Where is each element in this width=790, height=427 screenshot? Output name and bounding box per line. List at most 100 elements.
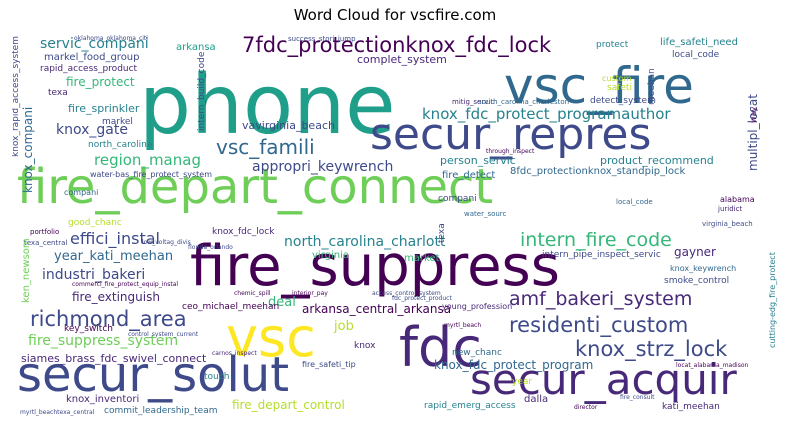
word-54: ceo_michael_meehan	[182, 302, 280, 312]
word-84: success_stori_jump	[288, 35, 356, 43]
word-9: 7fdc_protectionknox_fdc_lock	[242, 33, 552, 57]
word-29: fire_depart_control	[232, 398, 345, 412]
word-61: knox_inventori	[66, 394, 140, 405]
word-91: commerci_fire_protect_equip_instal	[72, 281, 179, 288]
word-89: low_voltag_divis	[142, 239, 191, 246]
word-110: way	[749, 106, 758, 123]
word-5: vsc	[226, 306, 316, 369]
word-50: knox_keywrench	[670, 264, 737, 273]
word-49: intern_pipe_inspect_servic	[542, 250, 661, 260]
word-53: young_profession	[442, 302, 513, 311]
word-100: fire_consult	[620, 394, 655, 401]
word-90: florida_orlando	[188, 244, 233, 251]
word-77: texa_central	[24, 239, 68, 247]
word-66: touch	[204, 372, 230, 382]
word-19: appropri_keywrench	[252, 159, 394, 175]
word-15: vsc_famili	[216, 135, 315, 159]
word-55: key_switch	[64, 324, 113, 334]
word-39: vavirginia_beach	[242, 119, 335, 132]
word-65: dalla	[524, 394, 549, 405]
word-85: oklahoma_oklahoma_citi	[74, 35, 148, 42]
word-108: ken_newsom	[21, 238, 32, 303]
word-63: rapid_emerg_access	[424, 401, 516, 411]
word-35: rapid_access_product	[40, 64, 138, 74]
word-99: myrtl_beachtexa_central	[20, 409, 95, 416]
word-4: secur_repres	[370, 109, 652, 160]
word-23: year_kati_meehan	[54, 249, 174, 264]
word-59: compani	[438, 194, 477, 204]
word-80: juridict	[718, 205, 743, 213]
word-28: knox_fdc_protect_program	[434, 358, 594, 372]
word-98: control_system_current	[128, 331, 199, 338]
word-70: custom	[602, 74, 632, 83]
word-33: job	[334, 319, 354, 334]
word-95: fdc_protect_product	[392, 295, 452, 302]
word-18: region_manag	[94, 151, 201, 169]
word-75: knox	[354, 341, 376, 351]
word-40: complet_system	[357, 53, 447, 66]
word-92: chemic_spill	[234, 290, 271, 297]
word-102: director	[574, 404, 598, 411]
word-41: life_safeti_need	[660, 37, 738, 48]
word-43: person_servic	[440, 154, 516, 167]
word-34: markel_food_group	[44, 52, 140, 63]
word-111: texa	[437, 223, 447, 243]
word-81: virginia_beach	[702, 220, 753, 228]
word-20: effici_instal	[70, 229, 160, 248]
word-3: vsc_fire	[504, 57, 694, 115]
word-107: intern_build_code	[197, 51, 207, 131]
word-25: knox_gate	[56, 122, 128, 138]
word-57: virginia	[312, 250, 350, 261]
word-71: detect_system	[590, 96, 656, 106]
word-11: knox_strz_lock	[575, 337, 728, 361]
word-73: year	[512, 377, 533, 387]
word-83: water_sourc	[464, 210, 507, 218]
word-cloud-canvas: phone fire_depart_connect fire_suppress vsc…	[12, 33, 778, 416]
word-38: fire_sprinkler	[68, 102, 140, 115]
word-94: access_control_system	[372, 290, 441, 297]
word-7: secur_solut	[17, 347, 290, 403]
word-101: locat_alabama_madison	[676, 362, 749, 369]
word-8: secur_acquir	[470, 355, 737, 404]
word-82: local_code	[616, 198, 653, 206]
word-86: mitig_servic	[452, 98, 495, 106]
word-30: siames_brass_fdc_swivel_connect	[21, 352, 207, 365]
word-56: knox_fdc_lock	[212, 227, 275, 237]
word-1: fire_depart_connect	[17, 159, 494, 215]
word-14: intern_fire_code	[520, 229, 672, 251]
word-37: texa	[48, 88, 68, 98]
word-104: multipl_locat	[746, 94, 760, 171]
word-103: cutting-edg_fire_protect	[768, 252, 777, 348]
word-10: residenti_custom	[509, 313, 689, 337]
word-52: new_chanc	[452, 348, 502, 358]
word-21: north_carolina_charlott	[284, 234, 446, 250]
word-31: gayner	[674, 245, 716, 259]
word-79: alabama	[720, 195, 755, 204]
word-68: markel	[102, 117, 133, 127]
word-78: portfolio	[30, 228, 60, 236]
word-45: 8fdc_protectionknox_standpip_lock	[510, 166, 686, 177]
word-109: meehan	[647, 68, 657, 105]
word-24: industri_bakeri	[42, 267, 146, 283]
word-58: market	[404, 253, 440, 264]
word-17: servic_compani	[40, 36, 149, 52]
word-42: local_code	[672, 50, 720, 60]
word-69: safeti	[607, 83, 632, 93]
word-74: compani	[64, 188, 99, 197]
word-12: richmond_area	[30, 307, 187, 331]
chart-title: Word Cloud for vscfire.com	[293, 6, 497, 24]
word-72: protect	[596, 40, 629, 50]
word-16: knox_fdc_protect_programauthor	[422, 105, 671, 123]
word-0: phone	[139, 58, 396, 153]
word-76: fire_safeti_tip	[302, 360, 356, 369]
word-97: carnos_inspect	[212, 350, 257, 357]
word-48: north_carolina	[88, 140, 153, 150]
word-60: good_chanc	[68, 218, 122, 228]
word-26: fire_extinguish	[72, 290, 160, 304]
word-87: south_carolina_charleston	[478, 98, 570, 106]
word-2: fire_suppress	[190, 234, 560, 299]
word-96: myrtl_beach	[444, 322, 482, 329]
word-62: commit_leadership_team	[104, 406, 218, 416]
word-47: water-bas_fire_protect_system	[90, 170, 212, 179]
word-67: arkansa	[176, 42, 216, 53]
